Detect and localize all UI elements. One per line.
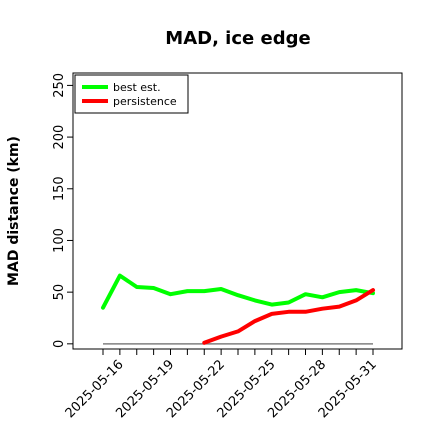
legend: best est. persistence (74, 74, 189, 114)
y-tick-label: 150 (52, 176, 67, 201)
plot-frame (72, 72, 403, 350)
y-axis-label: MAD distance (km) (6, 136, 22, 286)
series-line-persistence (202, 288, 375, 345)
y-tick-label: 50 (52, 284, 67, 301)
series-line-best-est (101, 273, 375, 310)
x-axis: 2025-05-162025-05-192025-05-222025-05-25… (63, 349, 380, 421)
chart-title: MAD, ice edge (165, 28, 310, 49)
legend-label-persistence: persistence (113, 95, 177, 108)
y-tick-label: 0 (52, 340, 67, 348)
y-tick-label: 200 (52, 125, 67, 150)
y-tick-label: 250 (52, 73, 67, 98)
y-axis: 0 50 100 150 200 250 (52, 73, 73, 348)
series-layer (101, 273, 375, 345)
legend-box (74, 74, 189, 114)
y-tick-label: 100 (52, 228, 67, 253)
legend-label-best-est: best est. (113, 81, 161, 94)
